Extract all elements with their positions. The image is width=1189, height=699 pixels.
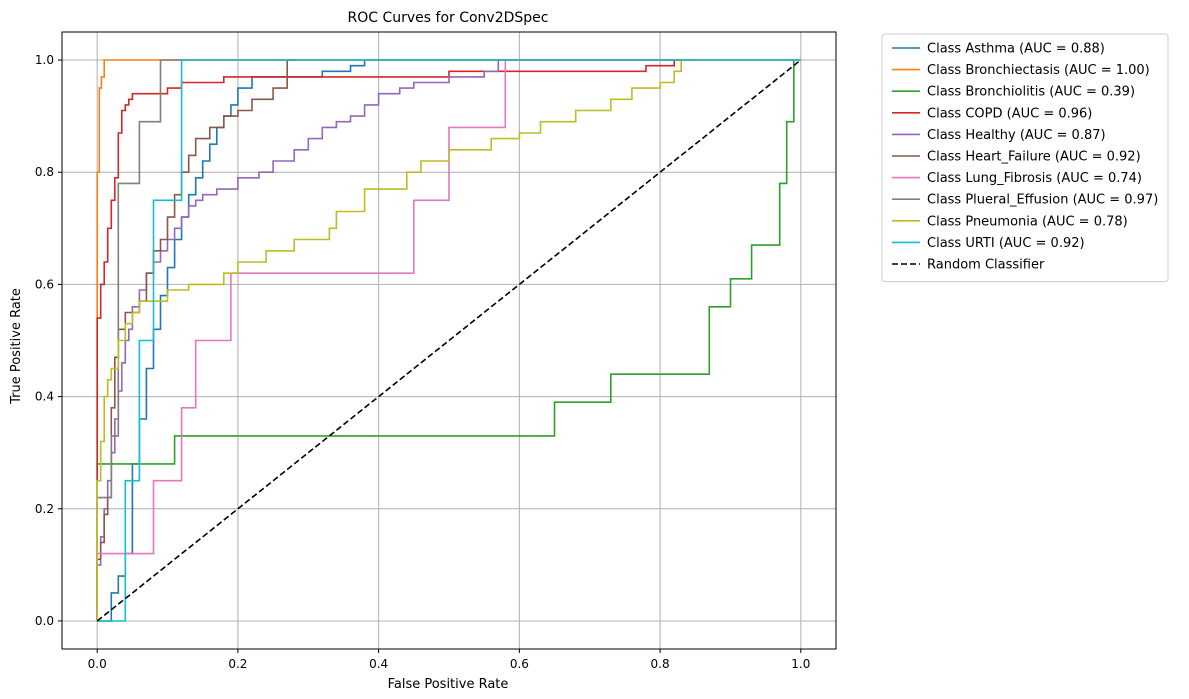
y-tick-label: 0.0 <box>35 614 54 628</box>
y-tick-label: 0.4 <box>35 390 54 404</box>
legend-label: Class Bronchiolitis (AUC = 0.39) <box>927 85 1135 100</box>
legend-label: Class Pneumonia (AUC = 0.78) <box>927 214 1128 229</box>
x-tick-label: 0.2 <box>228 657 247 671</box>
x-tick-label: 1.0 <box>791 657 810 671</box>
series-group <box>96 59 802 622</box>
series-line <box>96 59 801 621</box>
y-axis-label: True Positive Rate <box>9 288 24 405</box>
x-tick-label: 0.4 <box>369 657 388 671</box>
legend-label: Class COPD (AUC = 0.96) <box>927 106 1092 121</box>
series-line <box>96 59 801 621</box>
axis-ticks: 0.0 0.2 0.4 0.6 0.8 1.0 0.0 0.2 0.4 0.6 0.8 1.0 <box>35 53 810 671</box>
plot-frame <box>61 31 837 650</box>
legend-label: Class Lung_Fibrosis (AUC = 0.74) <box>927 171 1142 186</box>
legend: Class Asthma (AUC = 0.88) Class Bronchiec… <box>881 33 1169 283</box>
series-line <box>96 59 520 621</box>
legend-label: Class Bronchiectasis (AUC = 1.00) <box>927 63 1150 78</box>
legend-label: Class Heart_Failure (AUC = 0.92) <box>927 150 1141 165</box>
y-tick-label: 1.0 <box>35 53 54 67</box>
chart-title: ROC Curves for Conv2DSpec <box>348 10 549 26</box>
series-line <box>96 59 801 621</box>
y-tick-label: 0.2 <box>35 502 54 516</box>
legend-label: Class Asthma (AUC = 0.88) <box>927 42 1105 57</box>
x-axis-label: False Positive Rate <box>388 677 509 692</box>
x-tick-label: 0.6 <box>510 657 529 671</box>
series-line <box>96 59 801 621</box>
y-tick-label: 0.6 <box>35 277 54 291</box>
legend-label: Class Healthy (AUC = 0.87) <box>927 128 1106 143</box>
legend-label: Class Plueral_Effusion (AUC = 0.97) <box>927 193 1158 208</box>
series-line <box>96 59 801 621</box>
x-tick-label: 0.0 <box>88 657 107 671</box>
legend-label: Class URTI (AUC = 0.92) <box>927 236 1085 251</box>
legend-label: Random Classifier <box>927 258 1045 273</box>
x-tick-label: 0.8 <box>651 657 670 671</box>
legend-box <box>881 33 1169 283</box>
y-tick-label: 0.8 <box>35 165 54 179</box>
series-line <box>97 59 801 622</box>
series-line <box>96 59 802 622</box>
series-line <box>96 59 696 621</box>
